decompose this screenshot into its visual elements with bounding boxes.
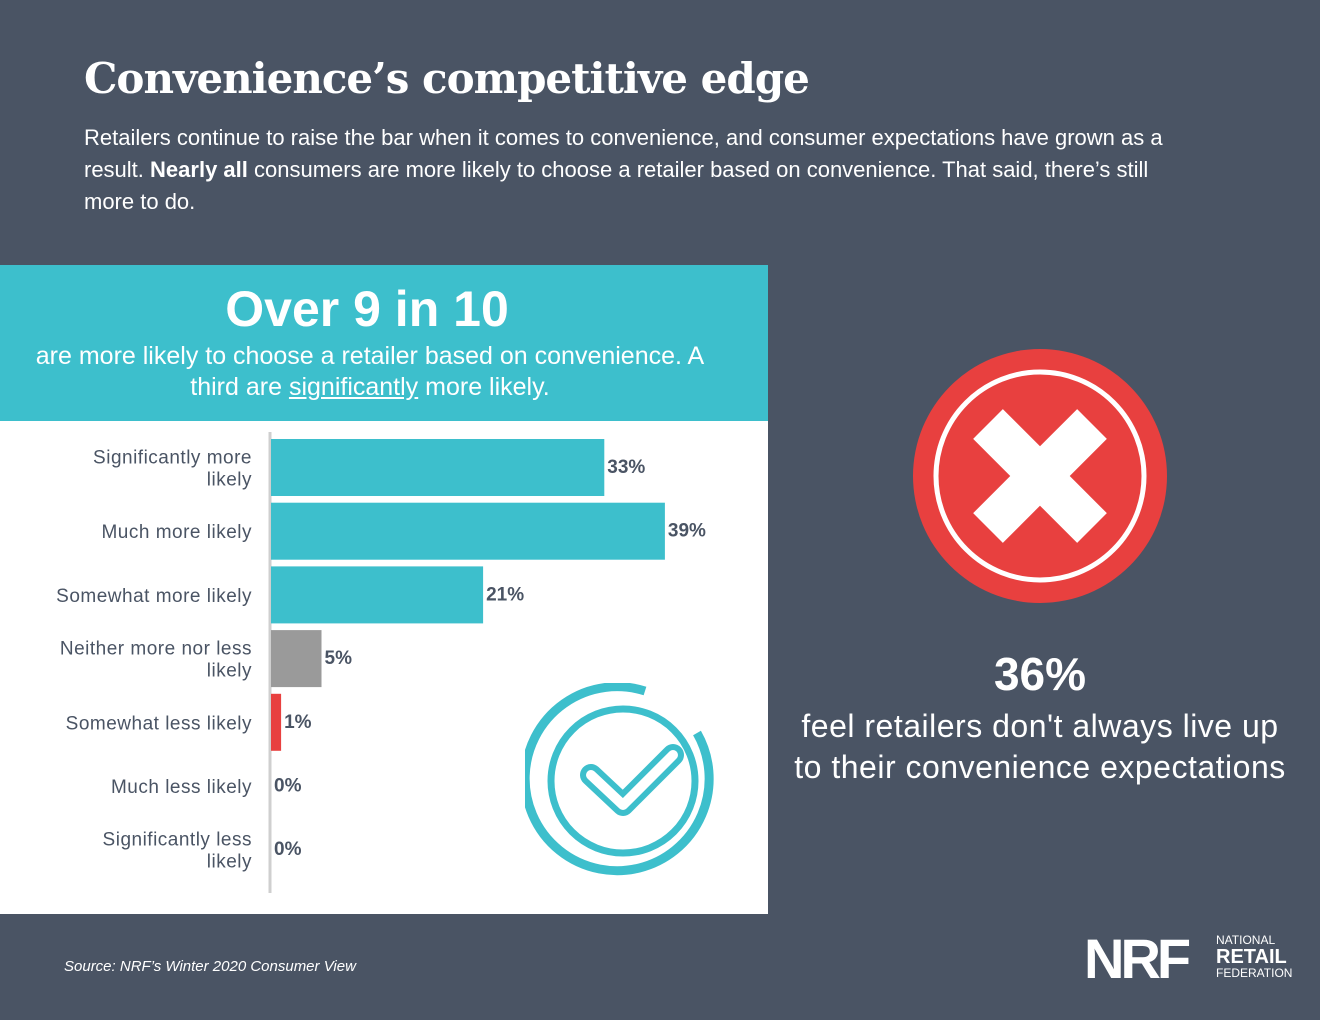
bar — [271, 630, 322, 688]
bar-value-label: 39% — [668, 521, 706, 542]
source-note: Source: NRF’s Winter 2020 Consumer View — [64, 958, 356, 975]
panel-sub-underlined: significantly — [288, 373, 419, 401]
category-label: Significantly less likely — [103, 830, 252, 873]
category-label: Somewhat more likely — [56, 586, 252, 607]
panel-sub-part2: more likely. — [418, 373, 550, 401]
bar — [271, 566, 484, 624]
intro-part2: consumers are more likely to choose a re… — [84, 157, 1149, 214]
intro-bold: Nearly all — [150, 157, 248, 182]
bar-value-label: 0% — [274, 839, 302, 860]
category-label: Much less likely — [111, 777, 252, 798]
category-label: Much more likely — [101, 522, 252, 543]
bar — [271, 439, 605, 496]
category-label: Somewhat less likely — [66, 713, 252, 734]
bar-value-label: 1% — [284, 712, 312, 733]
panel-subheadline: are more likely to choose a retailer bas… — [20, 341, 720, 403]
logo-line1: NATIONAL — [1216, 933, 1275, 947]
category-label: Neither more nor less likely — [60, 639, 252, 682]
logo-mark: NRF — [1084, 930, 1190, 986]
bar-chart: 33% Significantly more likely 39% Much more … — [56, 432, 706, 893]
logo-line3: FEDERATION — [1216, 966, 1292, 980]
panel-headline: Over 9 in 10 — [225, 281, 509, 337]
stat-description: feel retailers don't always live up to t… — [794, 708, 1286, 785]
bar — [271, 502, 665, 560]
nrf-logo: NRF NATIONAL RETAIL FEDERATION — [1084, 930, 1292, 986]
logo-line2: RETAIL — [1216, 946, 1287, 968]
intro-text: Retailers continue to raise the bar when… — [84, 122, 1164, 218]
page-title: Convenience’s competitive edge — [84, 54, 810, 103]
panel-sub-part1: are more likely to choose a retailer bas… — [35, 342, 705, 401]
panel-header: Over 9 in 10 are more likely to choose a… — [0, 265, 768, 421]
bar-value-label: 0% — [274, 776, 302, 797]
category-label: Significantly more likely — [93, 448, 252, 491]
bar — [271, 693, 282, 751]
bar-value-label: 5% — [325, 648, 353, 669]
x-circle-icon — [913, 349, 1167, 603]
intro-part1: Retailers continue to raise the bar when… — [84, 125, 1163, 182]
stat-percent: 36% — [993, 648, 1087, 700]
bar-value-label: 21% — [486, 584, 524, 605]
check-circle-icon — [525, 683, 714, 876]
bar-value-label: 33% — [607, 457, 645, 478]
